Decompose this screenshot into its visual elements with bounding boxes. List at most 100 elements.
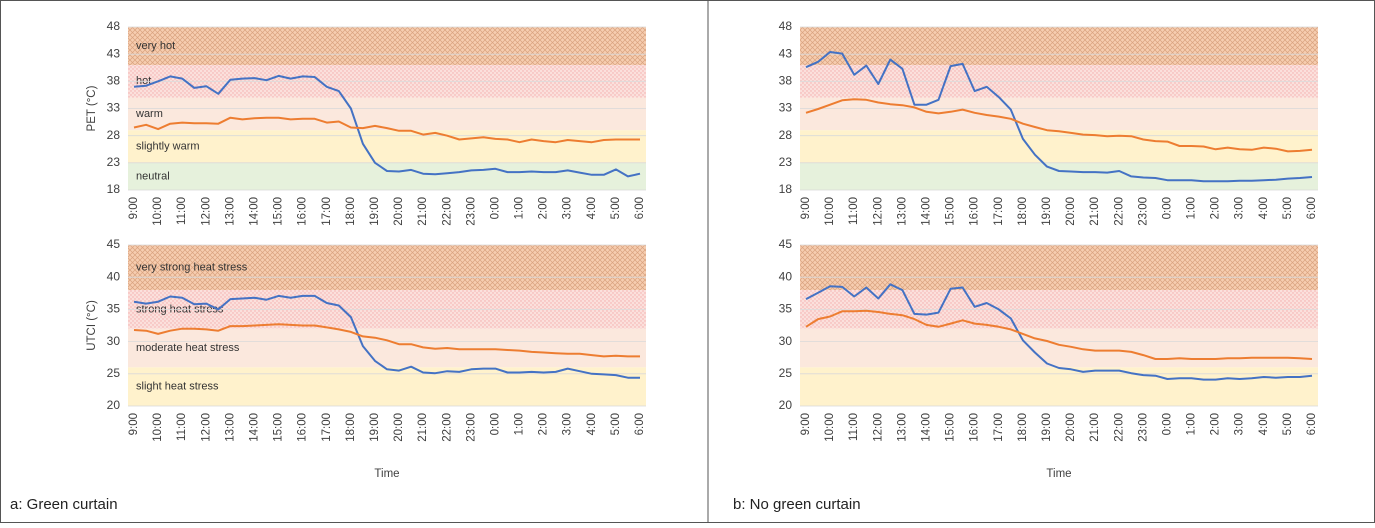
y-tick-label: 30	[779, 334, 793, 348]
x-tick-label: 19:00	[1041, 413, 1053, 442]
x-axis-title: Time	[374, 468, 399, 480]
x-tick-label: 16:00	[297, 413, 309, 442]
x-tick-label: 20:00	[393, 197, 405, 226]
x-tick-label: 11:00	[848, 413, 860, 441]
band-label: neutral	[136, 170, 170, 182]
y-tick-label: 45	[779, 237, 793, 251]
y-tick-label: 43	[107, 46, 121, 60]
comfort-band-pattern	[128, 27, 646, 66]
x-tick-label: 19:00	[369, 413, 381, 442]
x-tick-label: 14:00	[249, 197, 261, 226]
x-tick-label: 16:00	[297, 197, 309, 226]
x-tick-label: 3:00	[1234, 197, 1246, 219]
x-tick-label: 10:00	[152, 413, 164, 442]
x-tick-label: 16:00	[969, 413, 981, 442]
x-tick-label: 15:00	[273, 413, 285, 442]
x-tick-label: 11:00	[176, 197, 188, 225]
y-tick-label: 18	[779, 182, 793, 196]
x-tick-label: 22:00	[1113, 413, 1125, 442]
band-label: slight heat stress	[136, 381, 219, 393]
series-line	[133, 74, 641, 178]
y-tick-label: 43	[779, 46, 793, 60]
comfort-band-pattern	[800, 245, 1318, 291]
x-tick-label: 17:00	[321, 413, 333, 442]
y-axis-title: PET (°C)	[86, 85, 98, 131]
x-tick-label: 23:00	[465, 413, 477, 442]
series-line	[805, 309, 1313, 360]
x-tick-label: 14:00	[249, 413, 261, 442]
y-tick-label: 23	[107, 155, 121, 169]
y-tick-label: 38	[779, 74, 793, 88]
x-tick-label: 18:00	[1017, 413, 1029, 442]
x-tick-label: 4:00	[1258, 413, 1270, 435]
x-tick-label: 18:00	[345, 413, 357, 442]
x-tick-label: 11:00	[848, 197, 860, 225]
x-tick-label: 4:00	[586, 197, 598, 219]
x-tick-label: 20:00	[393, 413, 405, 442]
y-tick-label: 40	[779, 269, 793, 283]
x-tick-label: 22:00	[1113, 197, 1125, 226]
series-line	[133, 294, 640, 379]
comfort-band	[800, 130, 1318, 163]
y-tick-label: 40	[107, 269, 121, 283]
comfort-band	[128, 97, 646, 131]
x-tick-label: 9:00	[128, 413, 140, 435]
x-tick-label: 2:00	[1210, 413, 1222, 435]
x-tick-label: 23:00	[465, 197, 477, 226]
x-tick-label: 6:00	[634, 197, 646, 219]
x-tick-label: 13:00	[224, 413, 236, 442]
x-tick-label: 13:00	[224, 197, 236, 226]
x-tick-label: 21:00	[1089, 197, 1101, 226]
comfort-band-pattern	[800, 27, 1318, 66]
y-tick-label: 23	[779, 155, 793, 169]
x-tick-label: 17:00	[993, 197, 1005, 226]
y-tick-label: 20	[779, 398, 793, 412]
x-tick-label: 20:00	[1065, 197, 1077, 226]
x-tick-label: 2:00	[538, 413, 550, 435]
panel-caption: b: No green curtain	[733, 496, 861, 513]
y-tick-label: 33	[779, 101, 793, 115]
x-tick-label: 10:00	[824, 413, 836, 442]
x-tick-label: 1:00	[1186, 413, 1198, 435]
x-tick-label: 1:00	[1186, 197, 1198, 219]
comfort-band	[800, 367, 1318, 406]
x-tick-label: 17:00	[321, 197, 333, 226]
comfort-band-pattern	[128, 245, 646, 291]
y-tick-label: 35	[107, 302, 121, 316]
x-tick-label: 0:00	[1161, 197, 1173, 219]
y-tick-label: 45	[107, 237, 121, 251]
comfort-band	[800, 328, 1318, 368]
x-tick-label: 15:00	[945, 413, 957, 442]
x-tick-label: 15:00	[945, 197, 957, 226]
x-tick-label: 21:00	[417, 197, 429, 226]
comfort-band	[128, 328, 646, 368]
x-tick-label: 19:00	[1041, 197, 1053, 226]
y-tick-label: 18	[107, 182, 121, 196]
x-tick-label: 2:00	[1210, 197, 1222, 219]
x-tick-label: 5:00	[610, 197, 622, 219]
x-axis-title: Time	[1046, 468, 1071, 480]
x-tick-label: 3:00	[562, 197, 574, 219]
x-tick-label: 9:00	[128, 197, 140, 219]
x-tick-label: 6:00	[1306, 197, 1318, 219]
x-tick-label: 10:00	[152, 197, 164, 226]
x-tick-label: 0:00	[1161, 413, 1173, 435]
x-tick-label: 6:00	[1306, 413, 1318, 435]
x-tick-label: 5:00	[1282, 413, 1294, 435]
y-tick-label: 28	[107, 128, 121, 142]
y-axis-title: UTCI (°C)	[86, 300, 98, 351]
series-line	[133, 323, 640, 358]
x-tick-label: 6:00	[634, 413, 646, 435]
x-tick-label: 4:00	[586, 413, 598, 435]
y-tick-label: 30	[107, 334, 121, 348]
x-tick-label: 13:00	[896, 413, 908, 442]
x-tick-label: 21:00	[417, 413, 429, 442]
series-line	[805, 51, 1313, 183]
series-line	[133, 116, 640, 144]
x-tick-label: 9:00	[800, 197, 812, 219]
y-tick-label: 38	[107, 74, 121, 88]
band-label: moderate heat stress	[136, 342, 240, 354]
y-tick-label: 33	[107, 101, 121, 115]
x-tick-label: 23:00	[1137, 197, 1149, 226]
